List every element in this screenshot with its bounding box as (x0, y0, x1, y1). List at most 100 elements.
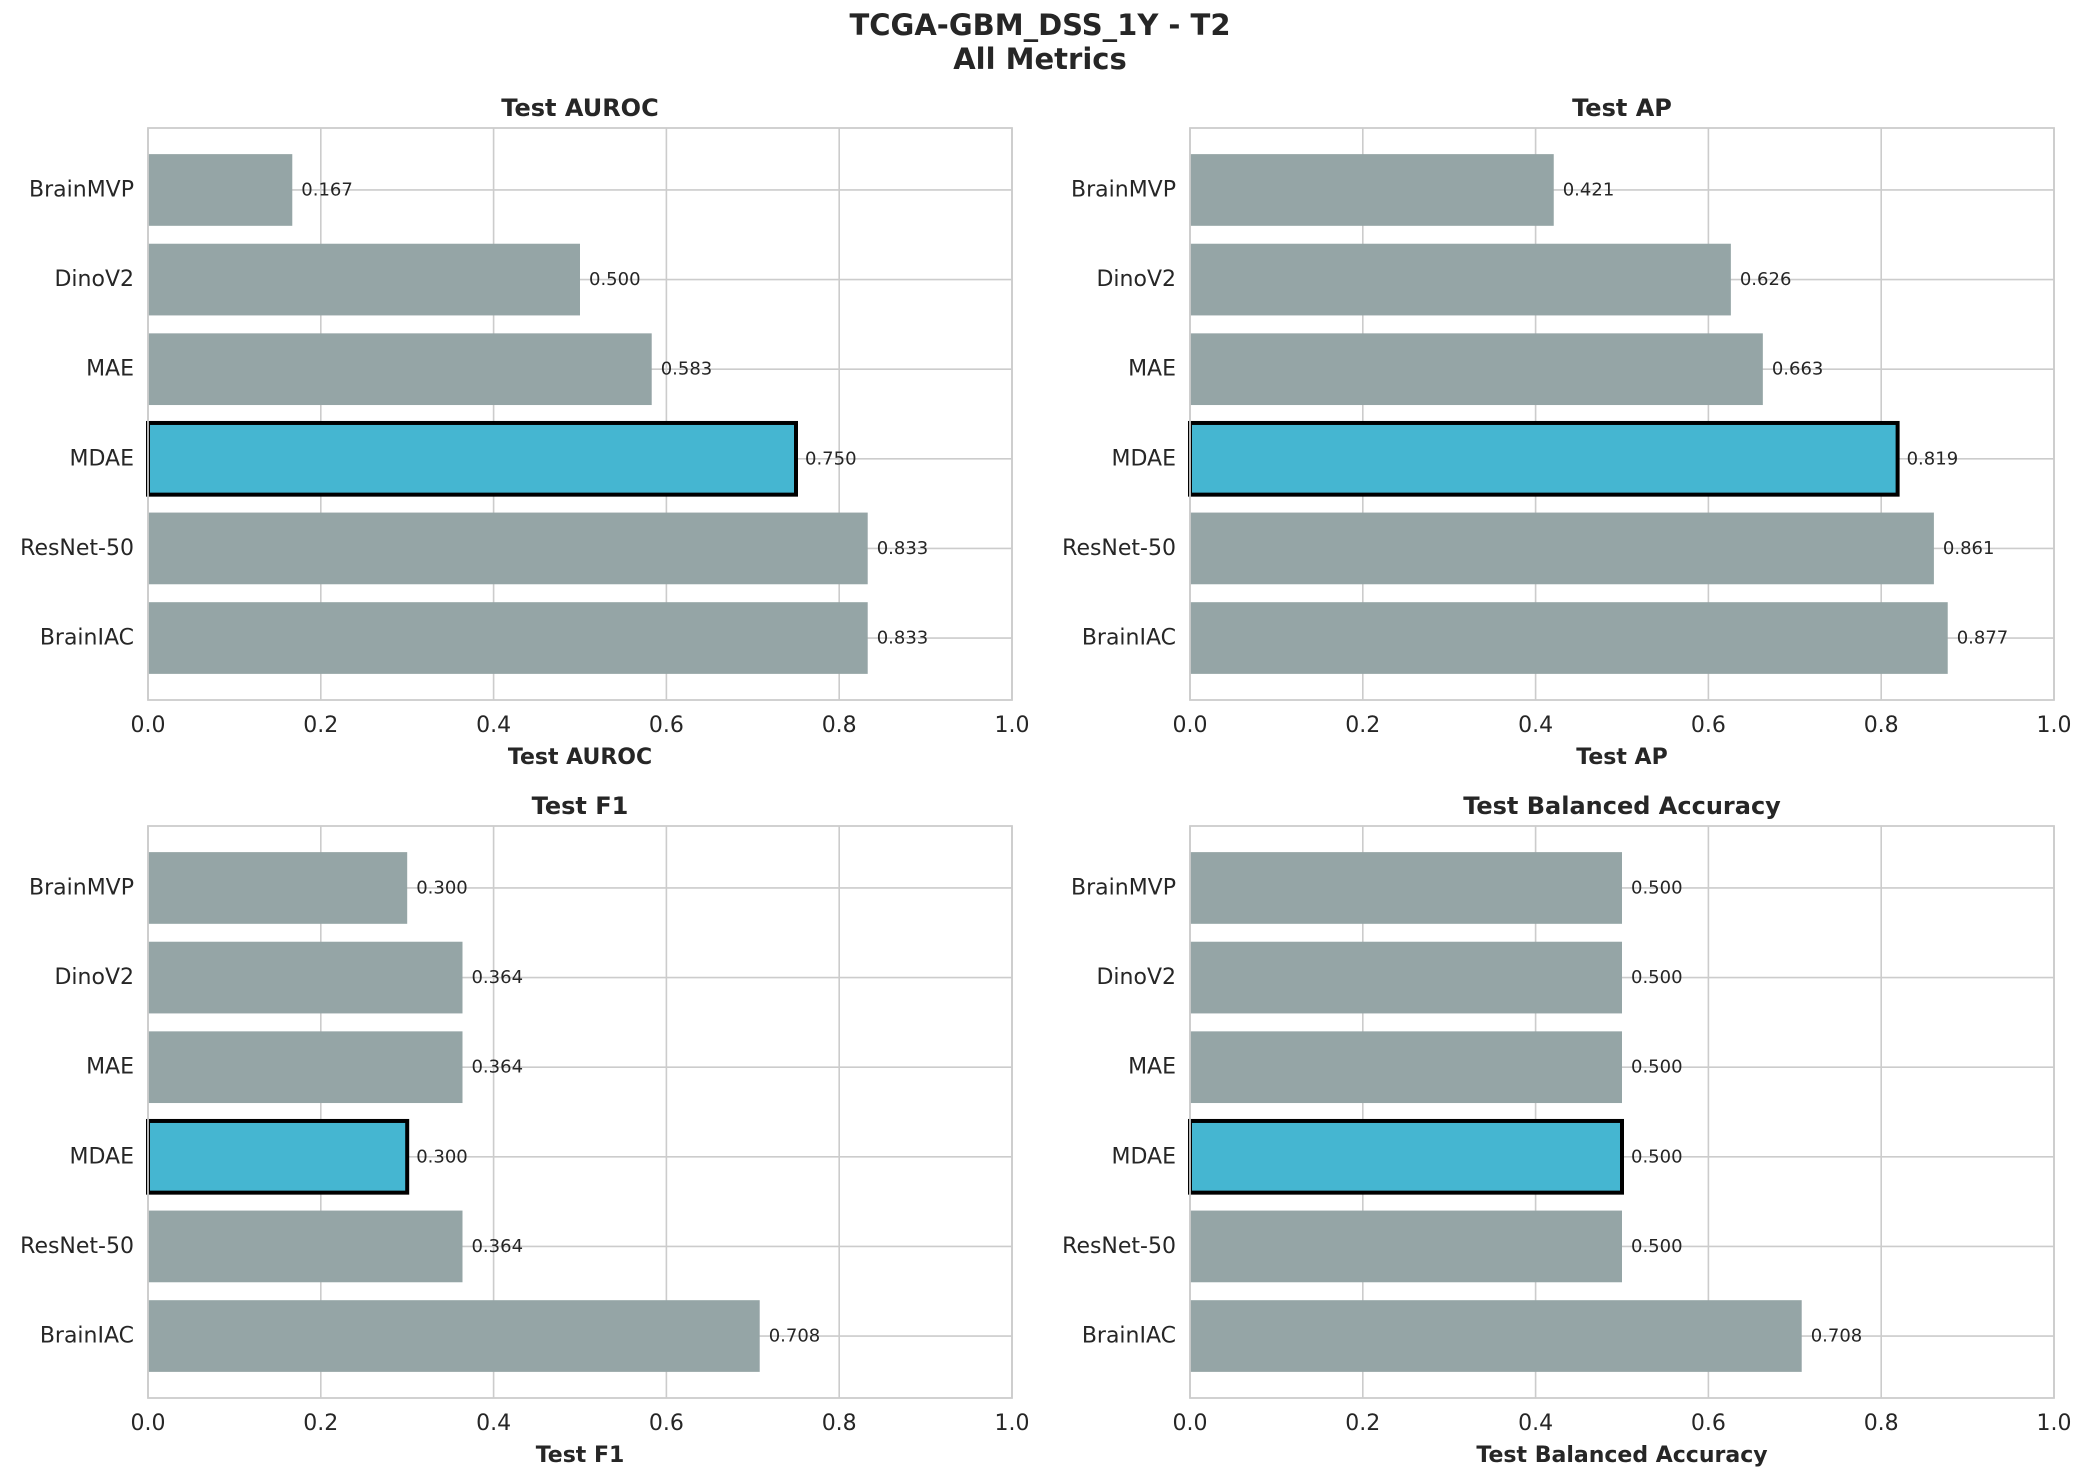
bar (148, 1300, 760, 1372)
y-tick-label: DinoV2 (54, 267, 134, 292)
bar (148, 154, 293, 226)
value-label: 0.833 (877, 628, 929, 649)
bar (148, 1031, 463, 1104)
x-axis-label: Test AP (1576, 745, 1667, 770)
figure-title-line1: TCGA-GBM_DSS_1Y - T2 (849, 8, 1231, 42)
bar (148, 602, 868, 674)
bar (1190, 512, 1934, 585)
y-tick-label: ResNet-50 (1062, 1234, 1176, 1259)
axes-frame (1189, 825, 2055, 1399)
x-tick-label: 0.8 (1864, 713, 1899, 738)
bar (1190, 333, 1763, 406)
highlighted-bar (146, 1118, 410, 1195)
bar (1190, 1210, 1622, 1283)
bar (148, 512, 868, 585)
x-axis-label: Test AUROC (508, 745, 652, 770)
y-tick-label: MAE (86, 1055, 134, 1080)
highlighted-bar (1188, 1118, 1624, 1195)
figure-title: TCGA-GBM_DSS_1Y - T2 All Metrics (0, 8, 2080, 76)
x-tick-label: 0.4 (476, 713, 511, 738)
bar (148, 941, 463, 1014)
y-tick-label: MDAE (70, 446, 135, 471)
value-label: 0.500 (1631, 1057, 1683, 1078)
value-label: 0.819 (1907, 448, 1959, 469)
x-tick-label: 0.6 (649, 1411, 684, 1436)
x-tick-label: 0.0 (1173, 713, 1208, 738)
figure-title-line2: All Metrics (953, 42, 1127, 76)
x-tick-label: 0.0 (131, 1411, 166, 1436)
x-tick-label: 1.0 (995, 1411, 1030, 1436)
x-tick-label: 0.0 (1173, 1411, 1208, 1436)
value-label: 0.833 (877, 538, 929, 559)
y-tick-label: MDAE (1112, 1144, 1177, 1169)
y-tick-label: MAE (1128, 357, 1176, 382)
y-tick-label: BrainMVP (29, 177, 134, 202)
panel-title: Test AP (1572, 94, 1672, 122)
y-tick-label: ResNet-50 (20, 1234, 134, 1259)
y-tick-label: DinoV2 (54, 965, 134, 990)
y-tick-label: BrainIAC (40, 1324, 134, 1349)
bar (148, 852, 408, 924)
y-tick-label: BrainIAC (1082, 1324, 1176, 1349)
axes-frame (147, 825, 1013, 1399)
value-label: 0.500 (1631, 877, 1683, 898)
value-label: 0.364 (471, 1057, 523, 1078)
value-label: 0.877 (1957, 628, 2009, 649)
value-label: 0.500 (1631, 1146, 1683, 1167)
chart-panel-3: 0.300 BrainMVP 0.364 DinoV2 0.364 MAE 0.300 MDA… (20, 792, 1029, 1468)
value-label: 0.708 (1811, 1326, 1863, 1347)
value-label: 0.750 (805, 448, 857, 469)
bar (1190, 154, 1554, 226)
x-tick-label: 0.0 (131, 713, 166, 738)
bar (1190, 602, 1948, 674)
value-label: 0.861 (1943, 538, 1995, 559)
bar (1190, 243, 1731, 316)
x-tick-label: 1.0 (2037, 713, 2072, 738)
bar (1190, 1031, 1622, 1104)
bar (1190, 852, 1622, 924)
value-label: 0.663 (1772, 359, 1824, 380)
value-label: 0.626 (1740, 269, 1792, 290)
y-tick-label: BrainIAC (40, 626, 134, 651)
y-tick-label: MDAE (1112, 446, 1177, 471)
chart-panel-4: 0.500 BrainMVP 0.500 DinoV2 0.500 MAE 0.500 MDA… (1062, 792, 2071, 1468)
bar (1190, 941, 1622, 1014)
x-tick-label: 0.2 (1345, 713, 1380, 738)
x-tick-label: 0.8 (1864, 1411, 1899, 1436)
axes-frame (147, 127, 1013, 701)
x-tick-label: 0.8 (822, 713, 857, 738)
value-label: 0.583 (661, 359, 713, 380)
panel-title: Test Balanced Accuracy (1463, 792, 1781, 820)
y-tick-label: BrainMVP (1071, 875, 1176, 900)
y-tick-label: MDAE (70, 1144, 135, 1169)
value-label: 0.167 (301, 179, 353, 200)
x-tick-label: 0.2 (303, 713, 338, 738)
value-label: 0.500 (1631, 967, 1683, 988)
x-tick-label: 0.2 (303, 1411, 338, 1436)
panel-title: Test F1 (532, 792, 629, 820)
x-tick-label: 0.6 (1691, 713, 1726, 738)
value-label: 0.708 (769, 1326, 821, 1347)
y-tick-label: MAE (1128, 1055, 1176, 1080)
panel-title: Test AUROC (501, 94, 658, 122)
value-label: 0.421 (1563, 179, 1615, 200)
chart-panel-2: 0.421 BrainMVP 0.626 DinoV2 0.663 MAE 0.819 MDA… (1062, 94, 2071, 770)
x-tick-label: 0.8 (822, 1411, 857, 1436)
y-tick-label: ResNet-50 (20, 536, 134, 561)
bar (148, 1210, 463, 1283)
y-tick-label: ResNet-50 (1062, 536, 1176, 561)
value-label: 0.500 (589, 269, 641, 290)
chart-panel-1: 0.167 BrainMVP 0.500 DinoV2 0.583 MAE 0.750 MDA… (20, 94, 1029, 770)
value-label: 0.364 (471, 1236, 523, 1257)
y-tick-label: DinoV2 (1096, 965, 1176, 990)
y-tick-label: BrainMVP (29, 875, 134, 900)
y-tick-label: BrainMVP (1071, 177, 1176, 202)
x-axis-label: Test F1 (536, 1443, 625, 1468)
bar (148, 333, 652, 406)
x-tick-label: 1.0 (995, 713, 1030, 738)
bar (1190, 1300, 1802, 1372)
value-label: 0.300 (416, 1146, 468, 1167)
x-tick-label: 0.4 (476, 1411, 511, 1436)
x-tick-label: 0.4 (1518, 713, 1553, 738)
